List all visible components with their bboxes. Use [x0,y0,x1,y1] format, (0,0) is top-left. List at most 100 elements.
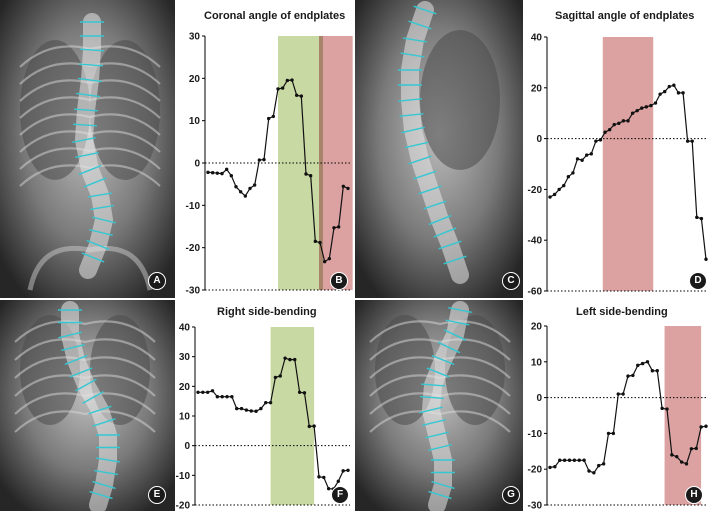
data-point [621,392,625,396]
endplate-marker [408,155,432,165]
data-point [307,424,311,429]
endplate-marker [82,391,104,404]
y-tick-label: 20 [189,74,201,85]
data-point [252,183,257,187]
lung-field [20,40,90,180]
data-point [658,92,662,96]
data-point [278,374,282,378]
data-point [297,390,302,394]
data-point [264,400,268,405]
y-tick-label: 40 [531,33,543,44]
endplate-marker [83,177,107,188]
endplate-marker [81,252,105,263]
highlight-band [664,326,702,505]
endplate-marker [61,344,85,351]
chart-title-d: Sagittal angle of endplates [555,10,695,22]
data-point [210,171,215,175]
data-point [266,116,271,121]
highlight-band [270,327,315,505]
data-point [299,94,304,98]
data-point [562,183,566,188]
data-point [552,192,557,197]
endplate-marker [443,329,467,341]
data-point [655,369,659,373]
data-point [631,373,635,378]
data-point [230,395,234,399]
data-point [617,121,621,126]
chart-panel-f: Right side-bending 40 30 20 10 0 -10 -20 F [176,300,354,511]
data-point [626,119,630,123]
endplate-marker [431,354,455,366]
data-point [653,101,658,105]
chart-title-h: Left side-bending [576,306,668,318]
endplate-marker [404,141,429,149]
endplate-marker [94,469,118,476]
data-point [257,158,262,162]
data-point [285,78,290,83]
coronal-xray-image [0,0,175,298]
endplate-marker [445,319,470,326]
data-point [558,458,562,462]
endplate-marker [86,239,110,251]
y-tick-label: -30 [528,501,543,511]
data-point [243,194,248,198]
data-point [636,363,640,368]
lung-field [420,30,500,170]
data-point [582,458,586,462]
right-bending-chart: 40 30 20 10 0 -10 -20 [176,323,350,511]
data-point [220,395,224,399]
highlight-band [278,36,320,290]
endplate-marker [418,185,442,195]
data-point [254,409,258,413]
y-tick-label: -20 [176,501,190,511]
rib [14,410,156,433]
endplate-marker [73,108,99,112]
endplate-marker [448,306,472,314]
data-point [598,138,603,142]
data-point [676,91,681,95]
data-point [210,389,215,393]
data-point [201,390,205,394]
y-tick-label: 0 [536,134,542,145]
data-point [308,174,313,178]
data-point [259,406,263,411]
y-tick-label: 10 [531,357,543,368]
data-point [689,447,694,451]
endplate-marker [437,341,461,354]
y-tick-label: -40 [528,236,543,247]
data-point [663,89,667,94]
data-point [229,174,234,178]
data-point [336,225,341,229]
data-point [557,187,561,192]
sagittal-xray-image [355,0,523,298]
y-tick-label: 30 [179,352,191,363]
data-point [196,390,200,394]
panel-label-f: F [331,486,349,504]
data-point [239,406,244,411]
coronal-angle-chart: 30 20 10 0 -10 -20 -30 [186,32,353,297]
data-point [704,257,708,261]
xray-panel-g: G [355,300,523,511]
data-point [326,486,331,491]
y-tick-label: 0 [194,159,200,170]
y-tick-label: 20 [531,322,543,333]
chart-panel-b: Coronal angle of endplates 30 20 10 0 -10 -20… [176,0,354,298]
data-point [597,463,601,468]
endplate-marker [88,192,112,198]
endplate-marker [428,214,452,226]
endplate-marker [96,457,120,463]
y-tick-label: -60 [528,287,543,298]
y-tick-label: 0 [536,393,542,404]
data-point [224,167,229,172]
data-point [645,360,650,364]
data-point [273,375,278,380]
data-point [215,395,220,399]
y-tick-label: -20 [528,185,543,196]
data-point [234,185,238,189]
data-point [346,186,350,191]
endplate-marker [92,480,116,490]
data-point [304,172,308,176]
data-point [585,153,589,157]
data-point [650,369,655,373]
rib [14,338,156,361]
